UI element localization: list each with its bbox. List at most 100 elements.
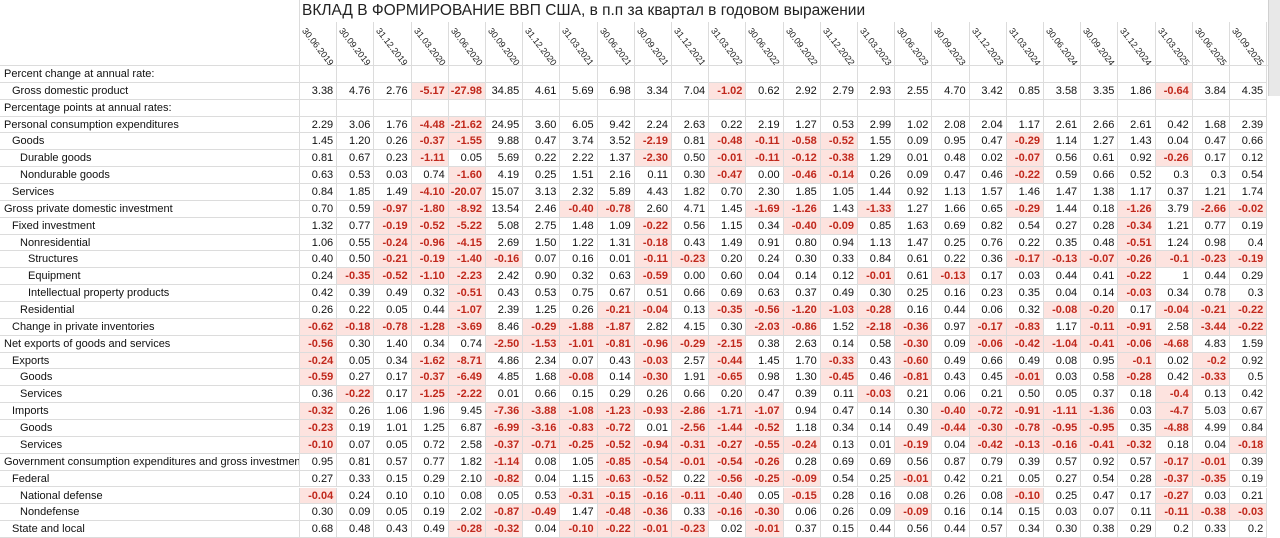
value-cell: -0.51	[1118, 234, 1156, 252]
value-cell: 0.33	[672, 504, 710, 522]
row-label: Net exports of goods and services	[0, 335, 300, 353]
value-cell: -6.49	[448, 369, 486, 387]
value-cell: -0.24	[374, 234, 412, 252]
value-cell: -0.11	[672, 487, 710, 505]
value-cell: -1.36	[1081, 403, 1119, 421]
value-cell: 0.29	[1230, 268, 1268, 286]
value-cell	[300, 66, 338, 83]
value-cell: 1.13	[858, 234, 896, 252]
value-cell: 1.25	[411, 420, 449, 437]
value-cell: -0.09	[820, 217, 858, 235]
row-label: Nondurable goods	[0, 167, 300, 185]
value-cell: 0.63	[300, 167, 338, 185]
value-cell: -0.01	[858, 268, 896, 286]
value-cell: 0.66	[672, 285, 710, 303]
value-cell: 0.09	[932, 335, 970, 353]
value-cell: -1.11	[411, 150, 449, 168]
value-cell	[746, 99, 784, 117]
value-cell: 0.49	[932, 352, 970, 370]
value-cell: 0.56	[895, 521, 933, 538]
header-divider	[373, 22, 375, 66]
value-cell: -0.37	[486, 436, 524, 454]
value-cell: -0.95	[1044, 420, 1082, 437]
value-cell: -0.78	[374, 318, 412, 336]
value-cell: 4.70	[932, 82, 970, 100]
value-cell: 0.03	[1044, 369, 1082, 387]
value-cell	[1192, 99, 1230, 117]
value-cell	[300, 99, 338, 117]
value-cell: 0.34	[411, 335, 449, 353]
value-cell: 0.11	[1118, 504, 1156, 522]
value-cell: -0.08	[1044, 302, 1082, 319]
value-cell: 2.82	[634, 318, 672, 336]
value-cell: -0.21	[1192, 302, 1230, 319]
value-cell: -4.68	[1155, 335, 1193, 353]
value-cell: 0.16	[560, 251, 598, 269]
value-cell: 0.81	[300, 150, 338, 168]
value-cell: 1.48	[560, 217, 598, 235]
value-cell: -0.28	[858, 302, 896, 319]
value-cell: 0.33	[337, 470, 375, 488]
value-cell: 0.46	[858, 369, 896, 387]
row-label: Services	[0, 184, 300, 201]
value-cell: 0.59	[1044, 167, 1082, 185]
value-cell: -0.12	[783, 150, 821, 168]
value-cell: -0.19	[374, 217, 412, 235]
value-cell: 0.57	[1118, 453, 1156, 471]
value-cell	[709, 99, 747, 117]
value-cell: 1.51	[560, 167, 598, 185]
value-cell: -0.36	[895, 318, 933, 336]
header-divider	[299, 0, 300, 66]
value-cell: -0.2	[1192, 352, 1230, 370]
header-divider	[1117, 22, 1119, 66]
value-cell: 34.85	[486, 82, 524, 100]
value-cell	[895, 99, 933, 117]
value-cell: 0.82	[969, 217, 1007, 235]
value-cell: 0.68	[300, 521, 338, 538]
value-cell: 1.06	[374, 403, 412, 421]
value-cell: 2.60	[634, 200, 672, 218]
value-cell: 0.85	[1006, 82, 1044, 100]
value-cell: 0.98	[746, 369, 784, 387]
value-cell: -0.59	[634, 268, 672, 286]
value-cell: 0.44	[932, 302, 970, 319]
value-cell: -1.87	[597, 318, 635, 336]
value-cell: 0.43	[672, 234, 710, 252]
scrollbar[interactable]	[1268, 0, 1280, 96]
value-cell: 2.61	[1044, 116, 1082, 134]
row-label: Percentage points at annual rates:	[0, 99, 300, 117]
value-cell: 1.63	[895, 217, 933, 235]
value-cell: 0.25	[858, 470, 896, 488]
value-cell: -0.16	[634, 487, 672, 505]
value-cell: 1.25	[523, 302, 561, 319]
value-cell	[1006, 66, 1044, 83]
value-cell: 2.30	[746, 184, 784, 201]
value-cell: -0.01	[895, 470, 933, 488]
value-cell: 0.34	[820, 420, 858, 437]
value-cell: 1.68	[1192, 116, 1230, 134]
value-cell: 0.05	[746, 487, 784, 505]
value-cell: 0.61	[895, 268, 933, 286]
value-cell: 0.32	[1006, 302, 1044, 319]
value-cell: 0.14	[783, 268, 821, 286]
value-cell: 2.58	[448, 436, 486, 454]
value-cell: -3.88	[523, 403, 561, 421]
value-cell: 0.04	[746, 268, 784, 286]
value-cell	[969, 99, 1007, 117]
value-cell: -0.30	[895, 335, 933, 353]
value-cell: 4.61	[523, 82, 561, 100]
value-cell: 1.17	[1118, 184, 1156, 201]
value-cell: -4.10	[411, 184, 449, 201]
header-divider	[1154, 22, 1156, 66]
value-cell: 1.15	[560, 470, 598, 488]
value-cell	[1192, 66, 1230, 83]
value-cell: 0.04	[932, 436, 970, 454]
value-cell: 2.08	[932, 116, 970, 134]
value-cell: -0.71	[523, 436, 561, 454]
value-cell: -5.17	[411, 82, 449, 100]
value-cell: 0.02	[969, 150, 1007, 168]
value-cell: 1.91	[672, 369, 710, 387]
value-cell: -0.01	[634, 521, 672, 538]
value-cell: 0.57	[1044, 453, 1082, 471]
value-cell: -0.07	[1006, 150, 1044, 168]
